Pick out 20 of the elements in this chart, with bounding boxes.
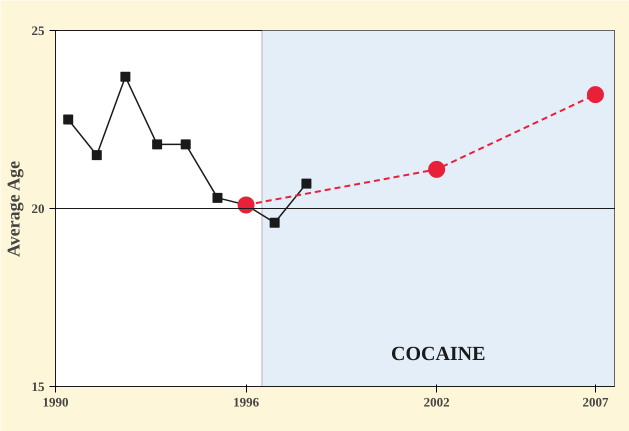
- point: [120, 72, 130, 82]
- band-label: COCAINE: [391, 343, 486, 366]
- point: [92, 150, 102, 160]
- x-tick-label: 2002: [424, 394, 450, 410]
- x-tick-label: 1996: [233, 394, 260, 410]
- y-tick-label: 15: [32, 379, 45, 394]
- point: [301, 178, 312, 189]
- point: [152, 139, 162, 150]
- point: [180, 139, 191, 150]
- x-tick-label: 2007: [582, 394, 609, 410]
- point: [212, 192, 222, 203]
- point: [238, 196, 255, 214]
- point: [586, 86, 604, 104]
- y-tick-label: 25: [32, 23, 45, 38]
- x-tick-label: 1990: [42, 394, 68, 410]
- point: [63, 114, 74, 124]
- y-tick-label: 20: [32, 201, 44, 216]
- point: [270, 218, 280, 228]
- point: [428, 160, 446, 178]
- y-axis-title: Average Age: [4, 160, 24, 258]
